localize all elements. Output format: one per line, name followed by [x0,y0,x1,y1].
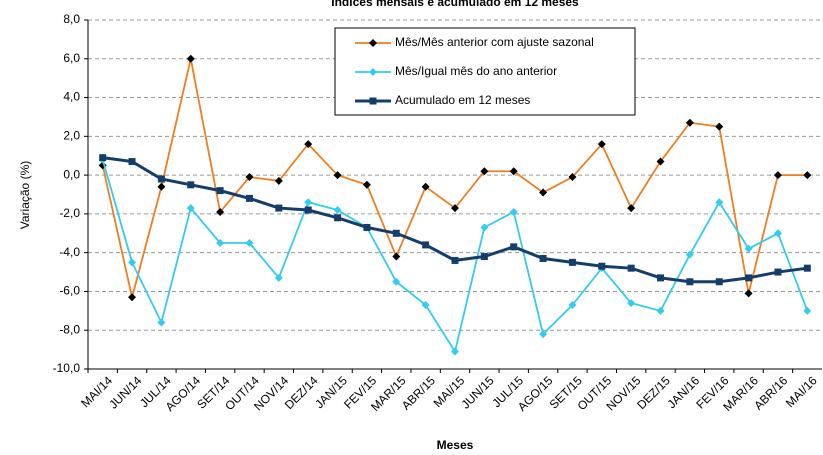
point [275,204,283,212]
point [245,238,254,247]
point [128,158,136,166]
point [568,301,577,310]
point [186,204,195,213]
point [539,188,548,197]
legend-marker [369,39,377,47]
x-axis-label: Meses [437,438,474,452]
point [421,182,430,191]
point [656,306,665,315]
point [715,198,724,207]
y-tick-label: 4,0 [63,90,80,104]
point [685,118,694,127]
point [509,167,518,176]
legend-marker [369,68,377,76]
point [451,256,459,264]
point [803,264,811,272]
point [657,274,665,282]
point [773,171,782,180]
point [803,171,812,180]
legend-label: Mês/Mês anterior com ajuste sazonal [395,35,594,49]
point [304,198,313,207]
point [598,262,606,270]
chart-title: Índices mensais e acumulado em 12 meses [331,0,579,9]
legend-label: Mês/Igual mês do ano anterior [395,64,557,78]
point [686,278,694,286]
point [363,223,371,231]
point [186,54,195,63]
point [774,268,782,276]
point [128,258,137,267]
point [480,223,489,232]
point [510,243,518,251]
point [627,299,636,308]
point [421,301,430,310]
point [187,181,195,189]
point [392,277,401,286]
point [656,157,665,166]
point [509,207,518,216]
point [245,173,254,182]
point [304,140,313,149]
point [128,293,137,302]
point [451,347,459,356]
point [216,207,225,216]
point [744,244,753,253]
point [333,206,342,215]
point [627,204,636,213]
y-axis-label: Variação (%) [18,161,32,229]
y-tick-label: -2,0 [59,206,80,220]
point [745,274,753,282]
y-tick-label: -6,0 [59,284,80,298]
point [392,252,401,261]
point [597,140,606,149]
y-tick-label: 8,0 [63,12,80,26]
point [157,182,166,191]
point [803,306,812,315]
point [304,206,312,214]
point [245,194,253,202]
point [216,187,224,195]
y-tick-label: -10,0 [53,361,81,375]
point [274,273,283,282]
point [362,180,371,189]
point [685,250,694,259]
point [99,154,107,162]
point [539,254,547,262]
point [274,176,283,185]
point [744,289,753,298]
point [422,241,430,249]
legend-label: Acumulado em 12 meses [395,93,530,107]
point [451,204,459,213]
point [216,238,225,247]
point [773,229,782,238]
point [480,167,489,176]
legend-marker [369,97,377,105]
point [334,214,342,222]
y-tick-label: -4,0 [59,245,80,259]
point [480,253,488,261]
y-tick-label: 2,0 [63,129,80,143]
point [627,264,635,272]
y-tick-label: 6,0 [63,51,80,65]
point [568,173,577,182]
point [715,122,724,131]
point [333,171,342,180]
point [568,258,576,266]
point [539,330,548,339]
y-tick-label: 0,0 [63,167,80,181]
point [157,318,166,327]
y-tick-label: -8,0 [59,322,80,336]
point [392,229,400,237]
point [157,175,165,183]
point [715,278,723,286]
